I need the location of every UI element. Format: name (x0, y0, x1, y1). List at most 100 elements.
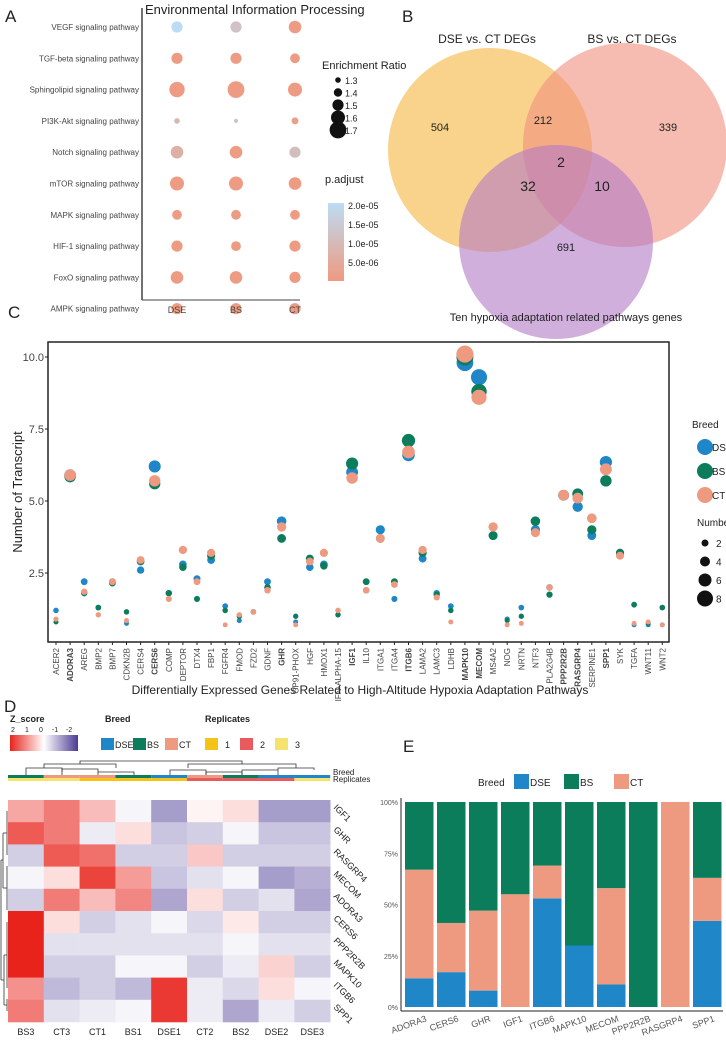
heatmap-cell (151, 911, 188, 934)
heatmap-cell (294, 933, 331, 956)
venn-count: 339 (659, 122, 677, 134)
transcript-dot-ct (264, 587, 271, 594)
transcript-dot-ct (402, 445, 415, 459)
gene-label: IGF1 (348, 647, 357, 665)
replicate-annotation-cell (43, 778, 80, 781)
gene-label: MECOM (475, 648, 484, 679)
transcript-dot-ct (148, 475, 161, 487)
transcript-dot-bs (277, 534, 287, 543)
heatmap-column-label: CT1 (89, 1027, 106, 1037)
gene-label: GDNF (264, 648, 273, 671)
gene-label: IL10 (362, 647, 371, 663)
dendrogram-branch (169, 769, 207, 775)
gene-label: ITGB6 (405, 647, 414, 671)
heatmap-cell (151, 977, 188, 1001)
heatmap-cell (258, 844, 295, 867)
transcript-dot-ct (572, 492, 584, 504)
dendrogram-branch (0, 811, 8, 1011)
bar-segment-dse (437, 972, 466, 1007)
transcript-dot-ct (95, 612, 101, 618)
gene-label: PPP2R2B (560, 648, 569, 685)
bar-segment-dse (597, 984, 626, 1007)
heatmap-cell (43, 888, 80, 912)
replicate-annotation-cell (294, 778, 331, 781)
heatmap-cell (187, 977, 224, 1001)
bar-segment-bs (597, 802, 626, 889)
transcript-dot-ct (631, 620, 637, 626)
color-legend-title: p.adjust (325, 174, 364, 186)
dendrogram-branch (43, 763, 117, 768)
heatmap-cell (43, 866, 80, 890)
gene-label: ADORA3 (66, 647, 75, 681)
gene-label: MAPK10 (461, 647, 470, 680)
legend-label: DSE (530, 778, 551, 789)
gene-label: LAMC3 (433, 647, 442, 674)
breed-swatch-ct (165, 738, 178, 750)
gene-label: BMP7 (108, 647, 117, 669)
breed-annotation-cell (43, 775, 80, 778)
enrichment-dot (288, 177, 302, 190)
enrichment-dot (288, 82, 302, 97)
heatmap-column-label: CT2 (196, 1027, 213, 1037)
venn-count: 2 (557, 154, 565, 170)
panel-letter: E (403, 737, 414, 756)
heatmap-cell (79, 844, 116, 867)
transcript-dot-ct (346, 472, 358, 484)
pathway-label: Notch signaling pathway (52, 148, 139, 157)
legend-dot-dse (697, 439, 713, 455)
heatmap-cell (8, 977, 45, 1001)
heatmap-cell (43, 933, 80, 956)
enrichment-dot (229, 145, 243, 159)
size-legend-dot (335, 77, 341, 83)
bar-segment-dse (693, 920, 722, 1007)
venn-count: 691 (557, 242, 575, 254)
breed-annotation-cell (115, 775, 152, 778)
heatmap-cell (258, 911, 295, 934)
x-axis-title: Differentially Expressed Genes Related t… (132, 683, 589, 697)
colorbar-tick-label: 5.0e-06 (348, 258, 379, 268)
replicate-swatch (205, 738, 218, 750)
heatmap-cell (187, 888, 224, 912)
heatmap-cell (8, 911, 45, 934)
gene-label: RASGRP4 (574, 647, 583, 686)
enrichment-dot (170, 271, 184, 284)
replicate-annotation-cell (258, 778, 295, 781)
gene-label: CERS4 (137, 647, 146, 674)
p-adjust-colorbar (328, 203, 344, 281)
replicate-annotation-cell (79, 778, 116, 781)
transcript-dot-ct (391, 581, 398, 588)
heatmap-cell (294, 866, 331, 890)
heatmap-cell (151, 822, 188, 845)
breed-legend-title: Breed (105, 714, 131, 724)
transcript-dot-bs (504, 617, 510, 624)
heatmap-cell (187, 933, 224, 956)
heatmap-cell (115, 999, 152, 1023)
replicate-legend-label: 2 (260, 740, 265, 750)
y-axis-title: Number of Transcript (10, 431, 25, 553)
venn-count: 32 (520, 178, 536, 194)
enrichment-dot (174, 118, 180, 124)
transcript-dot-dse (222, 603, 229, 609)
x-tick-label: CT (289, 305, 301, 315)
enrichment-dot (171, 21, 183, 33)
heatmap-cell (43, 999, 80, 1023)
bar-segment-ct (437, 922, 466, 973)
transcript-dot-ct (558, 489, 569, 501)
transcript-dot-dse (391, 595, 398, 602)
gene-label: FMOD (235, 648, 244, 672)
gene-label: TGFA (630, 647, 639, 669)
gene-label: SPP1 (602, 647, 611, 668)
bar-category-label: IGF1 (502, 1013, 524, 1029)
y-tick-label: 25% (384, 954, 398, 961)
z-tick-label: -2 (66, 727, 72, 734)
heatmap-cell (79, 822, 116, 845)
breed-swatch-bs (133, 738, 146, 750)
panel-letter: A (5, 7, 17, 26)
row-dendrogram (0, 811, 8, 1011)
replicate-legend-label: 3 (295, 740, 300, 750)
heatmap-cell (187, 800, 224, 823)
size-legend-dot (329, 121, 347, 139)
enrichment-dot (291, 117, 299, 125)
gene-label: LAMA2 (419, 647, 428, 674)
